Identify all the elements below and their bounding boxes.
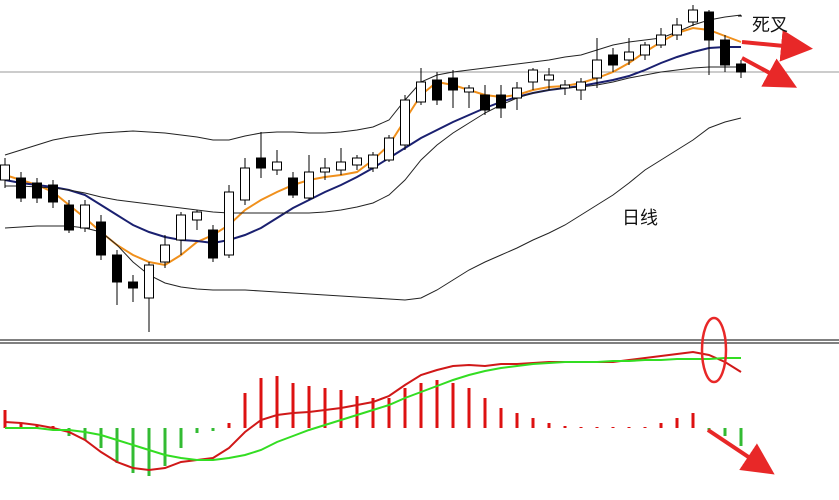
candle-body	[368, 154, 378, 169]
candle-body	[528, 69, 538, 83]
candle-body	[384, 137, 394, 161]
candle-body	[704, 11, 714, 41]
candle-body	[48, 184, 58, 203]
candle-body	[576, 81, 586, 91]
annotation: 日线	[622, 208, 658, 229]
candle-body	[32, 182, 42, 199]
candle-body	[352, 157, 362, 166]
candle-body	[512, 87, 522, 99]
candle-body	[208, 229, 218, 259]
candle-body	[592, 59, 602, 79]
candle-body	[624, 51, 634, 61]
candle-body	[64, 204, 74, 231]
arrow	[706, 428, 775, 475]
candle-body	[256, 157, 266, 169]
candle-body	[176, 214, 186, 241]
candle-body	[608, 54, 618, 66]
candle-body	[640, 44, 650, 56]
marks	[0, 5, 839, 476]
candle-body	[240, 167, 250, 201]
candle-body	[16, 177, 26, 199]
candle-body	[288, 177, 298, 196]
candle-body	[736, 63, 746, 73]
candle-body	[496, 94, 506, 109]
candle-body	[144, 264, 154, 299]
arrow	[741, 56, 798, 88]
candle-body	[96, 221, 106, 256]
candle-body	[112, 254, 122, 283]
line	[5, 66, 741, 214]
candle-body	[448, 77, 458, 91]
candle-body	[464, 87, 474, 93]
line	[5, 357, 741, 461]
candle-body	[480, 94, 490, 111]
candle-body	[656, 34, 666, 46]
candle-body	[128, 281, 138, 289]
candle-body	[720, 39, 730, 66]
candle-body	[416, 81, 426, 103]
candle-body	[160, 244, 170, 263]
candle-body	[672, 24, 682, 36]
annotation: 死叉	[752, 15, 788, 36]
candle-body	[432, 79, 442, 101]
line	[4, 14, 742, 156]
candle-body	[224, 191, 234, 256]
candle-body	[0, 164, 10, 181]
candle-body	[304, 171, 314, 199]
candle-body	[544, 74, 554, 81]
candle-body	[320, 167, 330, 173]
candle-body	[192, 211, 202, 221]
candle-body	[80, 204, 90, 229]
candle-body	[400, 99, 410, 146]
candle-body	[688, 9, 698, 23]
candle-body	[272, 161, 282, 171]
highlight-ellipse	[700, 316, 728, 384]
candle-body	[560, 84, 570, 89]
line	[4, 26, 742, 267]
candle-body	[336, 161, 346, 171]
line	[4, 117, 742, 301]
arrow	[741, 29, 813, 62]
